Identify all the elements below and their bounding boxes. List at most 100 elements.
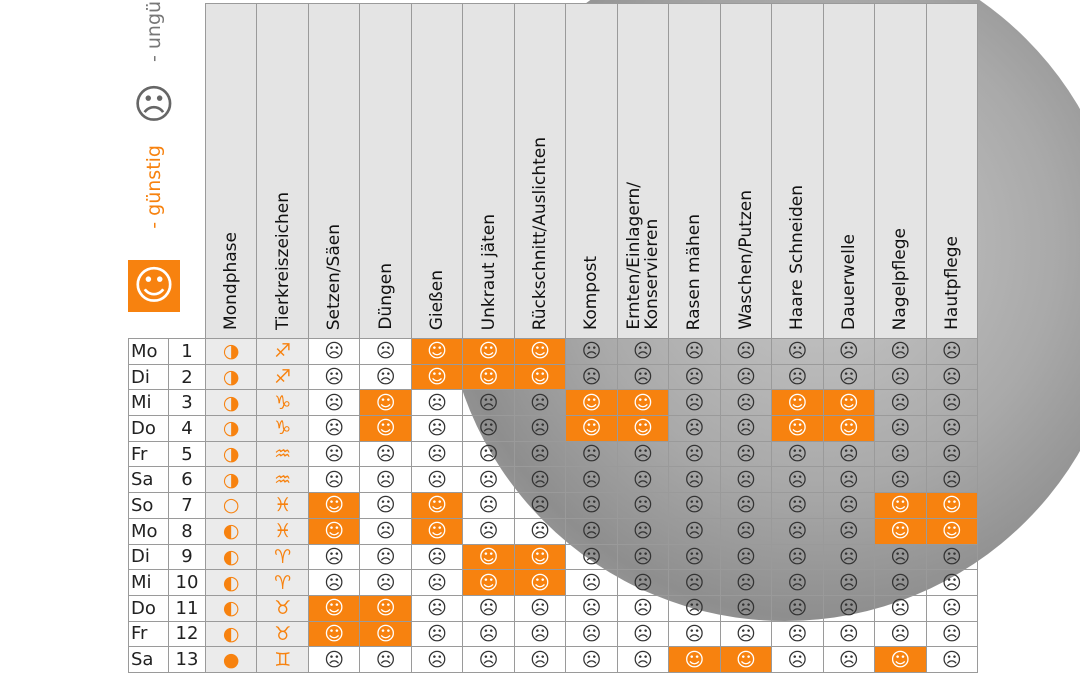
bad-cell: ☹ bbox=[565, 338, 618, 365]
bad-cell: ☹ bbox=[565, 492, 618, 519]
bad-cell: ☹ bbox=[513, 389, 567, 417]
bad-cell: ☹ bbox=[874, 594, 927, 622]
bad-cell: ☹ bbox=[616, 363, 670, 391]
rating-symbol: ☹ bbox=[735, 340, 756, 363]
rating-symbol: ☹ bbox=[838, 597, 859, 620]
moon-phase: ○ bbox=[222, 494, 240, 517]
zodiac: ♑ bbox=[274, 391, 292, 414]
day-cell: Mo bbox=[128, 338, 169, 365]
rating-symbol: ☹ bbox=[375, 443, 396, 466]
column-header-label: Nagelpflege bbox=[890, 227, 911, 330]
bad-cell: ☹ bbox=[359, 517, 412, 545]
rating-symbol: ☹ bbox=[375, 494, 396, 517]
date: 10 bbox=[175, 572, 199, 594]
bad-cell: ☹ bbox=[668, 620, 721, 648]
bad-cell: ☹ bbox=[410, 646, 464, 673]
day-cell: Mo bbox=[128, 517, 169, 545]
rating-symbol: ☺ bbox=[890, 494, 911, 517]
good-cell: ☺ bbox=[307, 620, 361, 648]
bad-cell: ☹ bbox=[771, 517, 824, 545]
date-cell: 4 bbox=[168, 415, 206, 442]
column-header-label: Gießen bbox=[427, 269, 448, 330]
date: 13 bbox=[175, 649, 199, 671]
rating-symbol: ☹ bbox=[427, 417, 447, 440]
rating-symbol: ☹ bbox=[838, 443, 859, 466]
bad-cell: ☹ bbox=[359, 569, 412, 596]
good-cell: ☺ bbox=[719, 646, 773, 673]
bad-cell: ☹ bbox=[771, 620, 824, 648]
rating-symbol: ☹ bbox=[735, 571, 756, 594]
rating-symbol: ☺ bbox=[375, 391, 396, 414]
rating-symbol: ☹ bbox=[890, 340, 911, 363]
bad-cell: ☹ bbox=[462, 594, 515, 622]
zodiac: ♈ bbox=[274, 545, 292, 568]
moon-phase: ◐ bbox=[222, 622, 240, 645]
rating-symbol: ☹ bbox=[838, 545, 859, 568]
bad-cell: ☹ bbox=[874, 440, 927, 468]
rating-symbol: ☹ bbox=[478, 417, 499, 440]
rating-symbol: ☺ bbox=[478, 366, 499, 389]
bad-cell: ☹ bbox=[513, 620, 567, 648]
bad-cell: ☹ bbox=[822, 620, 876, 648]
bad-cell: ☹ bbox=[822, 363, 876, 391]
rating-symbol: ☹ bbox=[941, 622, 962, 645]
column-header-label: Setzen/Säen bbox=[324, 223, 345, 330]
rating-symbol: ☹ bbox=[530, 468, 550, 491]
day-cell: Mi bbox=[128, 389, 169, 417]
bad-cell: ☹ bbox=[565, 440, 618, 468]
rating-symbol: ☹ bbox=[324, 417, 345, 440]
rating-symbol: ☺ bbox=[890, 648, 911, 671]
column-header: Setzen/Säen bbox=[307, 3, 361, 339]
bad-cell: ☹ bbox=[565, 620, 618, 648]
rating-symbol: ☺ bbox=[581, 391, 602, 414]
moon-cell: ◐ bbox=[205, 569, 258, 596]
bad-cell: ☹ bbox=[307, 338, 361, 365]
zodiac-cell: ♑ bbox=[256, 389, 309, 417]
column-header: Dauerwelle bbox=[822, 3, 876, 339]
rating-symbol: ☹ bbox=[427, 571, 447, 594]
zodiac: ♓ bbox=[274, 494, 292, 517]
rating-symbol: ☺ bbox=[530, 545, 550, 568]
good-cell: ☺ bbox=[513, 569, 567, 596]
rating-symbol: ☹ bbox=[375, 520, 396, 543]
rating-symbol: ☹ bbox=[787, 520, 808, 543]
column-header: Kompost bbox=[565, 3, 618, 339]
day-cell: So bbox=[128, 492, 169, 519]
rating-symbol: ☺ bbox=[684, 648, 705, 671]
good-cell: ☺ bbox=[359, 389, 412, 417]
rating-symbol: ☹ bbox=[890, 443, 911, 466]
day-cell: Do bbox=[128, 594, 169, 622]
day: Do bbox=[131, 417, 156, 439]
date: 9 bbox=[181, 546, 193, 568]
rating-symbol: ☹ bbox=[324, 468, 345, 491]
rating-symbol: ☹ bbox=[478, 597, 499, 620]
rating-symbol: ☹ bbox=[684, 571, 705, 594]
rating-symbol: ☹ bbox=[324, 571, 345, 594]
good-cell: ☺ bbox=[565, 415, 618, 442]
rating-symbol: ☹ bbox=[787, 622, 808, 645]
day-cell: Fr bbox=[128, 440, 169, 468]
bad-cell: ☹ bbox=[410, 389, 464, 417]
rating-symbol: ☺ bbox=[530, 571, 550, 594]
rating-symbol: ☹ bbox=[478, 520, 499, 543]
good-cell: ☺ bbox=[874, 646, 927, 673]
bad-cell: ☹ bbox=[565, 363, 618, 391]
rating-symbol: ☹ bbox=[890, 597, 911, 620]
bad-cell: ☹ bbox=[307, 440, 361, 468]
rating-symbol: ☹ bbox=[735, 545, 756, 568]
zodiac-cell: ♐ bbox=[256, 363, 309, 391]
moon-phase: ◐ bbox=[222, 545, 240, 568]
rating-symbol: ☹ bbox=[941, 468, 962, 491]
zodiac-cell: ♉ bbox=[256, 594, 309, 622]
moon-cell: ◑ bbox=[205, 415, 258, 442]
rating-symbol: ☹ bbox=[633, 622, 653, 645]
rating-symbol: ☹ bbox=[324, 366, 345, 389]
moon-cell: ◑ bbox=[205, 466, 258, 494]
rating-symbol: ☹ bbox=[838, 520, 859, 543]
rating-symbol: ☺ bbox=[787, 417, 808, 440]
moon-phase: ● bbox=[222, 648, 240, 671]
rating-symbol: ☹ bbox=[684, 340, 705, 363]
rating-symbol: ☹ bbox=[530, 520, 550, 543]
zodiac-cell: ♈ bbox=[256, 569, 309, 596]
zodiac: ♊ bbox=[274, 648, 292, 671]
